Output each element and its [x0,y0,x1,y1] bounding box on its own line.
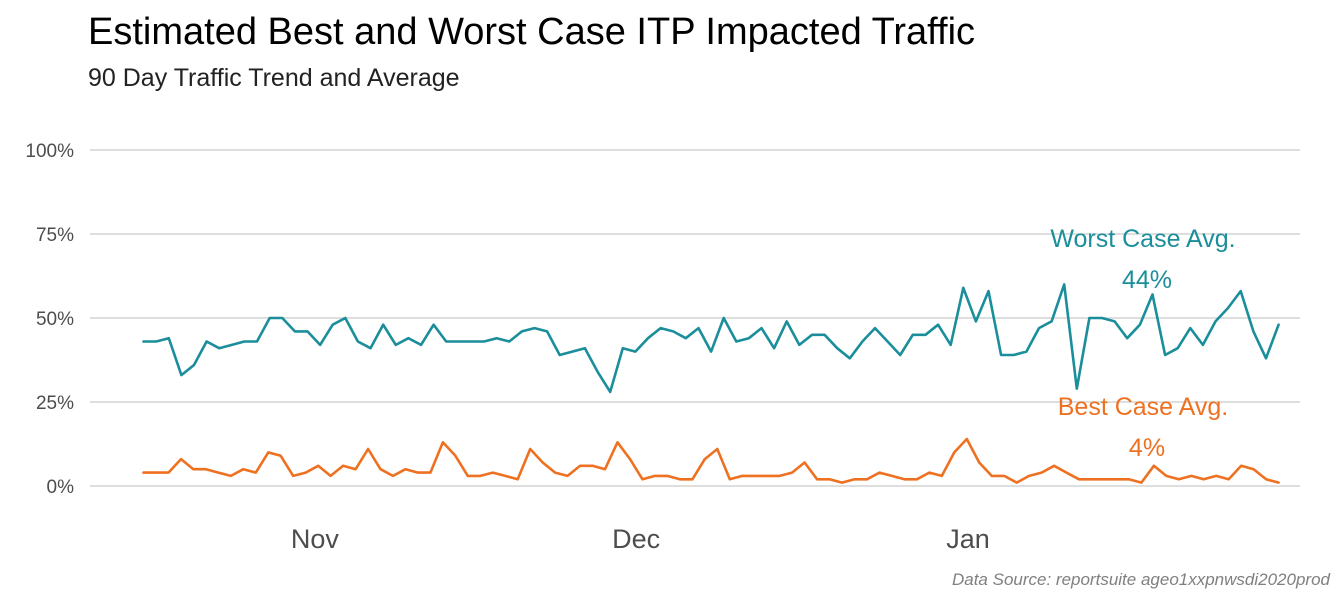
annotation-worst-label: Worst Case Avg. [1050,225,1235,253]
annotation-best-value: 4% [1129,434,1165,462]
series-lines [142,283,1280,484]
y-tick-label: 50% [36,309,74,330]
x-tick-label: Dec [612,524,660,554]
y-tick-label: 0% [47,477,75,498]
grid-lines [90,149,1300,487]
x-tick-label: Nov [291,524,340,554]
y-tick-label: 75% [36,225,74,246]
x-tick-label: Jan [946,524,990,554]
annotation-best-label: Best Case Avg. [1058,393,1228,421]
y-tick-label: 100% [25,141,74,162]
series-line-worst-case [142,283,1280,394]
annotation-worst-case: Worst Case Avg. 44% [1050,225,1235,294]
chart-subtitle: 90 Day Traffic Trend and Average [88,64,460,92]
series-line-best-case [142,437,1280,484]
data-source-caption: Data Source: reportsuite ageo1xxpnwsdi20… [952,570,1331,589]
y-axis-tick-labels: 0% 25% 50% 75% 100% [25,141,74,498]
chart-title: Estimated Best and Worst Case ITP Impact… [88,11,975,53]
annotation-best-case: Best Case Avg. 4% [1058,393,1228,462]
y-tick-label: 25% [36,393,74,414]
annotation-worst-value: 44% [1122,266,1172,294]
x-axis-tick-labels: Nov Dec Jan [291,524,990,554]
